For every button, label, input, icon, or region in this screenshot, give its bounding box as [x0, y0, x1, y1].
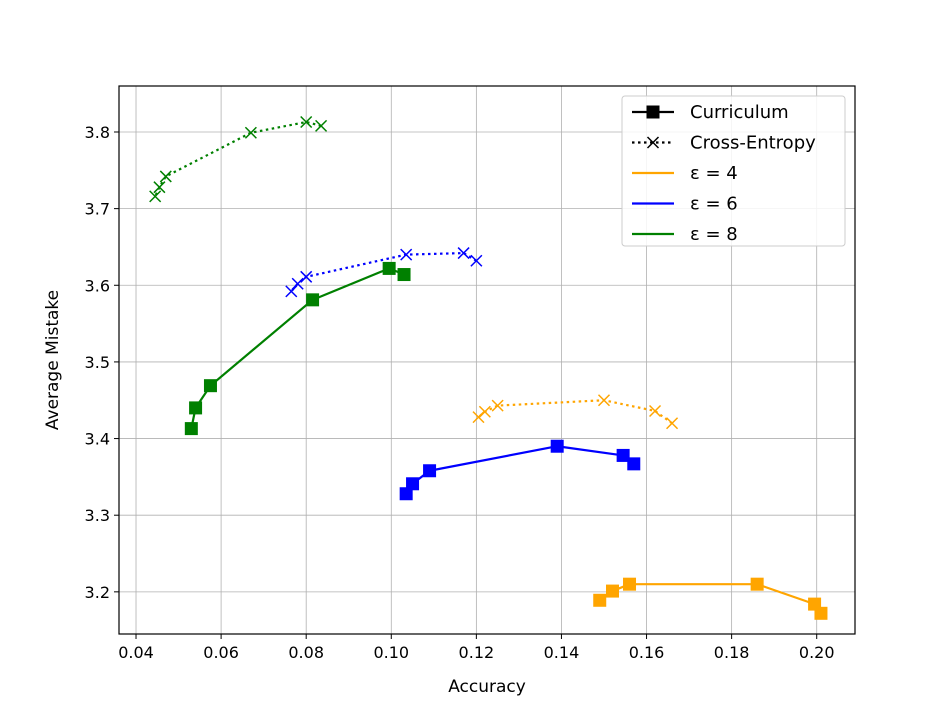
square-point [184, 422, 198, 436]
square-point [616, 448, 630, 462]
square-point [306, 293, 320, 307]
x-point [472, 411, 485, 424]
legend-label: Curriculum [690, 102, 789, 123]
y-tick-label: 3.6 [85, 276, 110, 295]
square-point [606, 584, 620, 598]
series-cross-entropy-eps-8 [149, 115, 328, 203]
plot-series [149, 115, 828, 620]
x-tick-label: 0.04 [118, 643, 154, 662]
x-tick-label: 0.10 [373, 643, 409, 662]
x-point [597, 394, 611, 407]
x-point [300, 270, 313, 283]
series-cross-entropy-eps-4 [472, 394, 679, 430]
square-point [750, 577, 764, 591]
square-point [399, 487, 413, 501]
square-point [627, 457, 641, 471]
legend-label: ε = 8 [690, 224, 738, 245]
square-point [423, 464, 437, 478]
x-point [244, 126, 257, 139]
legend: Curriculum Cross-Entropy ε = 4 ε = 6 ε = 8 [621, 95, 846, 247]
y-tick-label: 3.4 [85, 430, 110, 449]
series-cross-entropy-eps-6 [285, 247, 483, 298]
square-point [623, 577, 637, 591]
x-point [153, 181, 166, 194]
series-curriculum-eps-6 [399, 439, 641, 501]
x-tick-label: 0.12 [459, 643, 495, 662]
legend-label: ε = 4 [690, 163, 738, 184]
series-curriculum-eps-4 [593, 577, 828, 620]
y-axis-label: Average Mistake [43, 290, 63, 430]
x-tick-label: 0.16 [629, 643, 665, 662]
x-tick-label: 0.08 [288, 643, 324, 662]
square-point [397, 268, 411, 282]
x-tick-label: 0.06 [203, 643, 239, 662]
x-point [285, 285, 298, 298]
x-point [491, 399, 504, 412]
x-tick-label: 0.14 [544, 643, 580, 662]
x-point [300, 115, 313, 129]
y-tick-label: 3.5 [85, 353, 110, 372]
x-point [159, 170, 172, 183]
axis-ticks: 0.04 0.06 0.08 0.10 0.12 0.14 0.16 0.18 0.20 3.2 3… [85, 123, 835, 662]
x-point [291, 277, 304, 290]
plot-area-frame [118, 85, 856, 635]
y-tick-label: 3.7 [85, 200, 110, 219]
square-point [593, 593, 607, 607]
x-point [400, 248, 413, 261]
y-tick-label: 3.2 [85, 583, 110, 602]
y-tick-label: 3.8 [85, 123, 110, 142]
square-point [550, 439, 564, 453]
square-point [382, 261, 396, 275]
x-point [457, 247, 470, 260]
x-point [649, 404, 662, 417]
x-axis-label: Accuracy [448, 677, 526, 697]
x-tick-label: 0.20 [799, 643, 835, 662]
legend-box [621, 95, 846, 247]
x-tick-label: 0.18 [714, 643, 750, 662]
y-tick-label: 3.3 [85, 506, 110, 525]
square-point [808, 597, 822, 611]
x-point [315, 119, 328, 132]
legend-marker [646, 105, 660, 119]
x-point [666, 417, 679, 430]
legend-label: Cross-Entropy [690, 133, 816, 154]
legend-marker [646, 136, 660, 149]
series-line [477, 399, 673, 425]
x-point [149, 190, 162, 203]
legend-label: ε = 6 [690, 194, 738, 215]
series-curriculum-eps-8 [184, 261, 411, 436]
square-point [406, 477, 420, 491]
x-point [470, 254, 483, 267]
square-point [203, 379, 217, 393]
square-point [189, 401, 203, 415]
